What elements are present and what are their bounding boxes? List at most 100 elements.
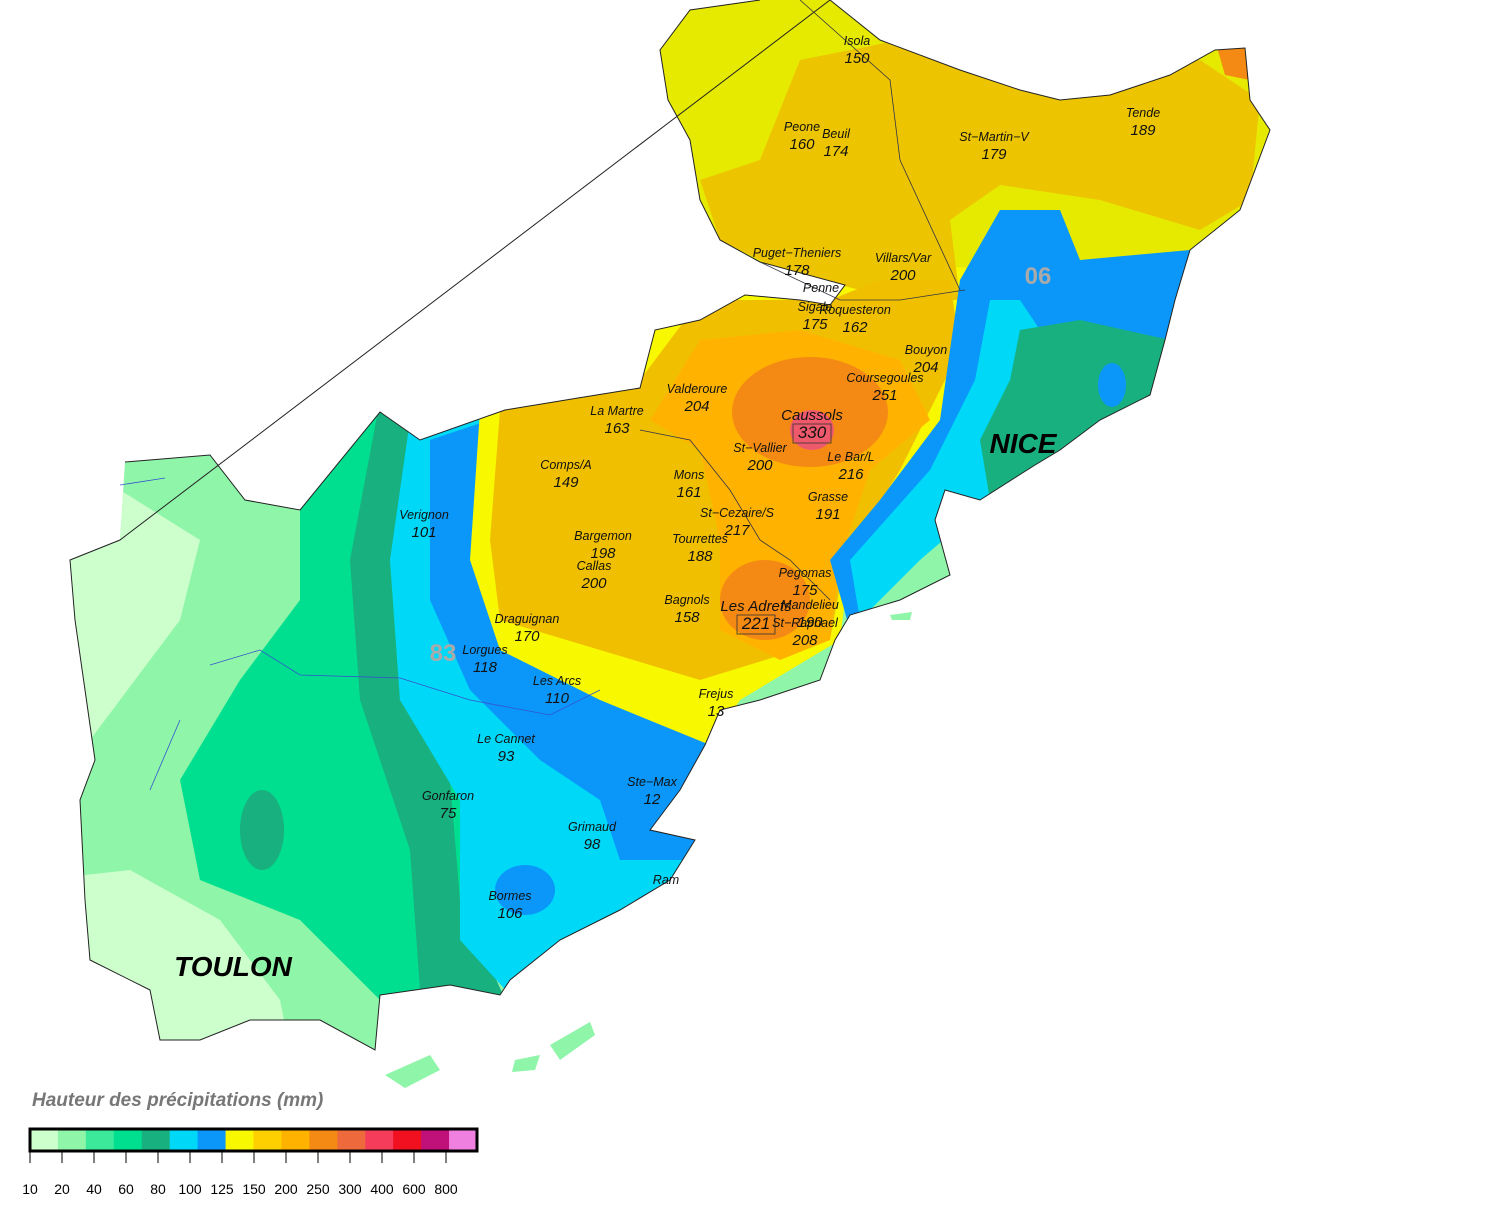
legend-bin bbox=[337, 1129, 366, 1151]
station-value: 13 bbox=[708, 703, 725, 720]
station-name: Le Cannet bbox=[477, 732, 535, 746]
station-name: Coursegoules bbox=[846, 371, 923, 385]
zone bbox=[350, 400, 510, 1010]
zone bbox=[980, 320, 1170, 500]
station-name: Mandelieu bbox=[781, 598, 839, 612]
station-name: Verignon bbox=[399, 508, 449, 522]
station-name: Beuil bbox=[822, 127, 851, 141]
station-name: Tourrettes bbox=[672, 532, 728, 546]
station-name: La Martre bbox=[590, 404, 644, 418]
legend-tick-label: 10 bbox=[22, 1181, 38, 1197]
station-name: Mons bbox=[674, 468, 705, 482]
station-value: 200 bbox=[889, 267, 916, 284]
labels: Isola 150 Peone 160 Beuil 174 St−Martin−V 179 Te… bbox=[174, 34, 1160, 982]
zone bbox=[720, 560, 810, 640]
city-label: TOULON bbox=[174, 951, 292, 982]
legend-tick-label: 300 bbox=[338, 1181, 362, 1197]
station-name: St−Cezaire/S bbox=[700, 506, 775, 520]
station-name: Villars/Var bbox=[875, 251, 932, 265]
station-name: Pegomas bbox=[779, 566, 832, 580]
legend-tick-label: 100 bbox=[178, 1181, 202, 1197]
station-value: 188 bbox=[687, 548, 713, 565]
station-name: Grasse bbox=[808, 490, 848, 504]
station-value: 179 bbox=[981, 146, 1007, 163]
station-value: 75 bbox=[440, 805, 457, 822]
legend-bin bbox=[30, 1129, 59, 1151]
legend: Hauteur des précipitations (mm) 10 20 40 60 8… bbox=[22, 1090, 479, 1197]
station-name: Bouyon bbox=[905, 343, 947, 357]
station-value: 106 bbox=[497, 905, 523, 922]
station-name: Sigale bbox=[798, 300, 833, 314]
zone bbox=[495, 865, 555, 915]
station-value: 189 bbox=[1130, 122, 1156, 139]
legend-tick-label: 400 bbox=[370, 1181, 394, 1197]
legend-tick-label: 80 bbox=[150, 1181, 166, 1197]
legend-tick-label: 800 bbox=[434, 1181, 458, 1197]
station-value: 160 bbox=[789, 136, 815, 153]
station-value: 198 bbox=[590, 545, 616, 562]
station-value: 149 bbox=[553, 474, 579, 491]
station-value: 163 bbox=[604, 420, 630, 437]
station-box bbox=[736, 614, 776, 635]
station-value: 101 bbox=[411, 524, 436, 541]
city-label: NICE bbox=[990, 428, 1058, 459]
station-name: Gonfaron bbox=[422, 789, 474, 803]
department-border bbox=[639, 0, 966, 601]
station-value: 110 bbox=[545, 690, 570, 707]
station-value: 200 bbox=[580, 575, 607, 592]
station-name: Tende bbox=[1126, 106, 1160, 120]
river bbox=[119, 477, 601, 791]
zone bbox=[240, 790, 284, 870]
station-value: 158 bbox=[674, 609, 700, 626]
zone bbox=[700, 40, 1260, 300]
station-value: 170 bbox=[514, 628, 540, 645]
station-name: Roquesteron bbox=[819, 303, 891, 317]
legend-bin bbox=[309, 1129, 338, 1151]
station-name: Penne bbox=[803, 281, 839, 295]
station-name: Bargemon bbox=[574, 529, 632, 543]
station-name: Comps/A bbox=[540, 458, 591, 472]
station-name: Ste−Max bbox=[627, 775, 677, 789]
department-label: 06 bbox=[1025, 263, 1052, 290]
station-value: 118 bbox=[473, 659, 498, 676]
station-name: Grimaud bbox=[568, 820, 617, 834]
legend-bin bbox=[169, 1129, 199, 1151]
station-value: 190 bbox=[797, 614, 823, 631]
station-name: St−Vallier bbox=[733, 441, 787, 455]
station-value: 330 bbox=[798, 423, 827, 442]
station-name: Bormes bbox=[488, 889, 531, 903]
station-name: Ram bbox=[653, 873, 679, 887]
station-name: St−Martin−V bbox=[959, 130, 1030, 144]
station-value: 204 bbox=[912, 359, 938, 376]
legend-bin bbox=[421, 1129, 450, 1151]
station-value: 204 bbox=[683, 398, 709, 415]
station-name: Les Arcs bbox=[533, 674, 581, 688]
legend-bin bbox=[57, 1129, 87, 1151]
station-box bbox=[792, 423, 832, 444]
station-value: 216 bbox=[837, 466, 864, 483]
station-name: Lorgues bbox=[462, 643, 507, 657]
zone bbox=[1215, 40, 1250, 80]
station-name: Puget−Theniers bbox=[753, 246, 842, 260]
station-value: 12 bbox=[644, 791, 661, 808]
station-name: Draguignan bbox=[495, 612, 560, 626]
zone bbox=[1098, 363, 1126, 407]
station-value: 175 bbox=[792, 582, 818, 599]
zone bbox=[790, 410, 834, 450]
department-label: 83 bbox=[430, 640, 457, 667]
legend-bin bbox=[113, 1129, 143, 1151]
station-value: 162 bbox=[842, 319, 868, 336]
legend-bin bbox=[281, 1129, 310, 1151]
legend-bin bbox=[141, 1129, 171, 1151]
station-value: 178 bbox=[784, 262, 810, 279]
station-value: 150 bbox=[844, 50, 870, 67]
station-value: 251 bbox=[871, 387, 897, 404]
legend-bin bbox=[365, 1129, 394, 1151]
legend-tick-label: 125 bbox=[210, 1181, 234, 1197]
station-value: 200 bbox=[746, 457, 773, 474]
station-name: Caussols bbox=[781, 407, 843, 424]
station-name: Frejus bbox=[699, 687, 734, 701]
